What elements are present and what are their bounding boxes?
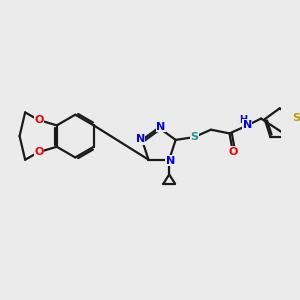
Text: N: N <box>166 156 175 166</box>
Text: N: N <box>136 134 145 144</box>
Text: O: O <box>34 147 44 157</box>
Text: S: S <box>292 113 300 123</box>
Text: S: S <box>190 132 198 142</box>
Text: H: H <box>239 116 247 125</box>
Text: N: N <box>242 120 252 130</box>
Text: N: N <box>156 122 165 132</box>
Text: O: O <box>229 147 238 157</box>
Text: O: O <box>34 115 44 125</box>
